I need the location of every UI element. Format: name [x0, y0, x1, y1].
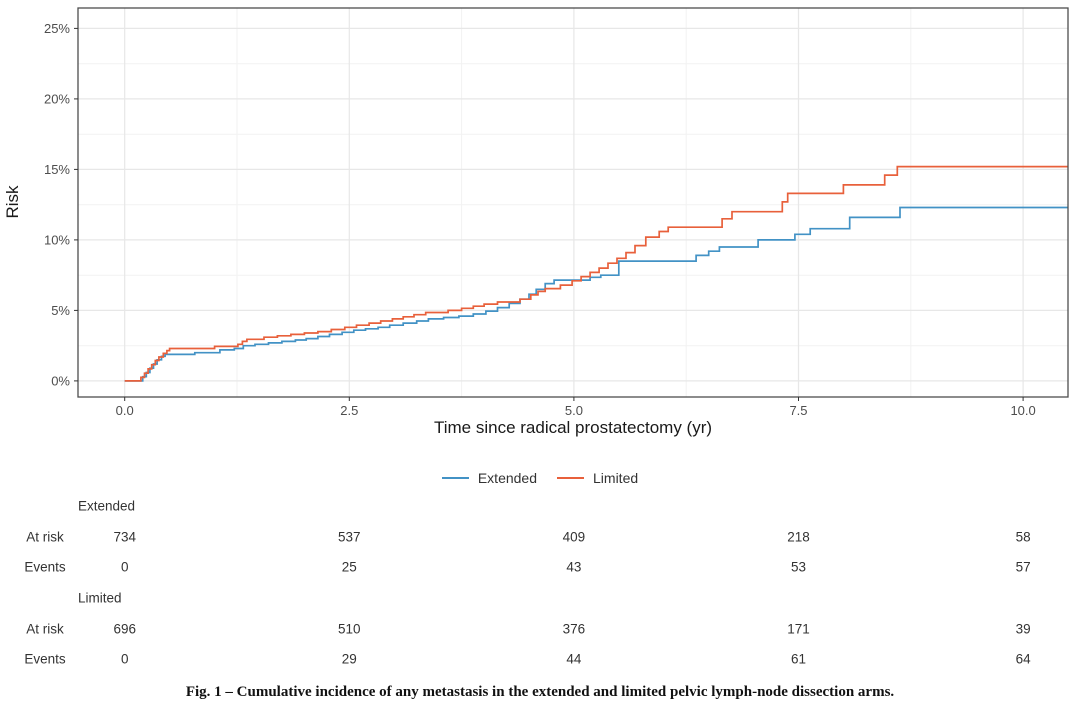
risk-table-value: 0	[120, 651, 129, 667]
risk-table-value: 29	[341, 651, 357, 667]
risk-table-value: 218	[787, 529, 810, 545]
y-axis-title: Risk	[3, 185, 22, 219]
x-tick-label: 5.0	[565, 403, 583, 418]
risk-table-value: 0	[120, 559, 129, 575]
risk-table-value: 58	[1015, 529, 1031, 545]
y-tick-label: 25%	[44, 21, 70, 36]
risk-table-value: 61	[790, 651, 806, 667]
y-tick-label: 10%	[44, 232, 70, 247]
legend-item-limited: Limited	[557, 470, 638, 486]
x-tick-label: 2.5	[340, 403, 358, 418]
x-axis-title: Time since radical prostatectomy (yr)	[434, 418, 712, 437]
curve-limited	[124, 165, 1068, 382]
y-tick-label: 0%	[51, 373, 70, 388]
risk-table-group-extended: Extended	[78, 498, 136, 514]
risk-table-value: 409	[562, 529, 586, 545]
chart-plot-area: 0.0 2.5 5.0 7.5 10.0 0% 5% 10% 15% 20% 25%	[44, 7, 1069, 418]
risk-table-value: 510	[338, 621, 361, 637]
curve-extended	[124, 206, 1068, 382]
risk-table-value: 376	[562, 621, 586, 637]
legend-label-limited: Limited	[593, 470, 639, 486]
panel-background	[78, 8, 1068, 397]
risk-table-value: 537	[338, 529, 361, 545]
x-tick-label: 7.5	[789, 403, 807, 418]
risk-table-value: 53	[790, 559, 806, 575]
cumulative-incidence-chart: 0.0 2.5 5.0 7.5 10.0 0% 5% 10% 15% 20% 25% Time si…	[3, 7, 1069, 437]
risk-table-value: 64	[1015, 651, 1031, 667]
y-tick-label: 20%	[44, 91, 70, 106]
risk-table-row-label-events: Events	[24, 559, 66, 575]
legend-item-extended: Extended	[441, 470, 538, 486]
x-tick-label: 0.0	[116, 403, 134, 418]
risk-table-value: 171	[787, 621, 810, 637]
y-tick-label: 5%	[51, 303, 70, 318]
risk-table-value: 44	[566, 651, 582, 667]
risk-table-value: 734	[113, 529, 136, 545]
y-tick-label: 15%	[44, 162, 70, 177]
panel-border	[77, 7, 1069, 398]
risk-table-value: 696	[113, 621, 136, 637]
risk-table-value: 39	[1015, 621, 1031, 637]
figure-caption: Fig. 1 – Cumulative incidence of any met…	[185, 684, 895, 700]
risk-table-group-limited: Limited	[78, 590, 122, 606]
x-tick-label: 10.0	[1010, 403, 1035, 418]
risk-table-value: 25	[341, 559, 357, 575]
limited-line-icon	[557, 477, 585, 479]
chart-legend: Extended Limited	[0, 466, 1080, 490]
extended-line-icon	[441, 477, 469, 479]
risk-table-row-label-at-risk: At risk	[26, 621, 64, 637]
risk-table-value: 43	[566, 559, 582, 575]
risk-table-row-label-at-risk: At risk	[26, 529, 64, 545]
risk-table-value: 57	[1015, 559, 1031, 575]
legend-label-extended: Extended	[477, 470, 538, 486]
risk-table-row-label-events: Events	[24, 651, 66, 667]
